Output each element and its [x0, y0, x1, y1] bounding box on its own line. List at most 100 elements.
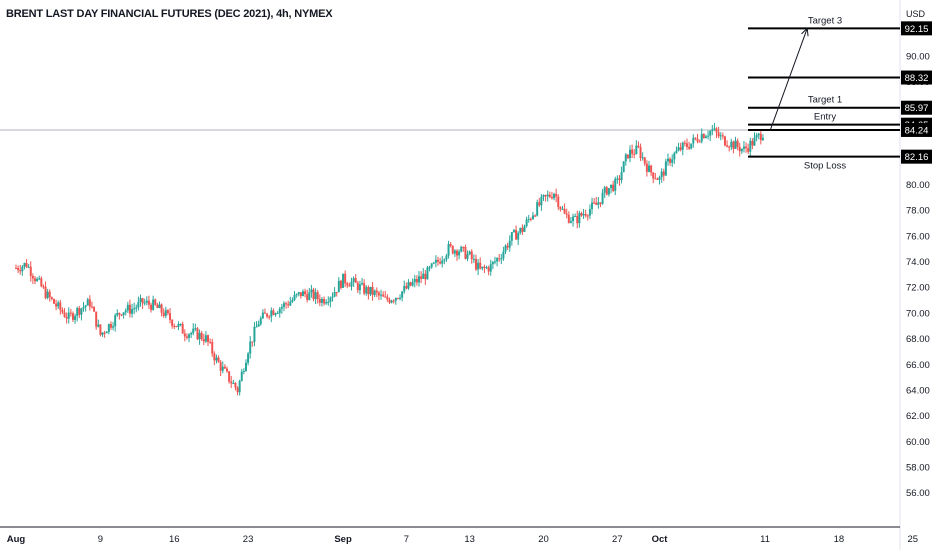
- candle-body: [164, 310, 167, 316]
- candle-body: [55, 303, 58, 307]
- candle-body: [84, 305, 87, 307]
- candle-body: [133, 308, 136, 310]
- candle-body: [441, 260, 444, 264]
- candle-body: [544, 195, 547, 197]
- level-price-tag: [901, 70, 932, 85]
- candle-body: [527, 218, 530, 220]
- candle-body: [88, 299, 91, 307]
- x-tick-label: 9: [98, 534, 103, 545]
- candle-body: [198, 332, 201, 340]
- candle-body: [487, 267, 490, 272]
- candle-body: [185, 336, 188, 338]
- candle-body: [493, 261, 496, 263]
- candle-body: [361, 283, 364, 285]
- candle-body: [474, 258, 477, 270]
- candle-body: [211, 341, 214, 354]
- candle-body: [367, 287, 370, 295]
- candle-body: [723, 136, 726, 146]
- candle-body: [310, 289, 313, 293]
- candle-body: [498, 258, 501, 260]
- candle-body: [732, 141, 735, 149]
- candle-body: [352, 278, 355, 282]
- candle-body: [154, 299, 157, 305]
- candle-body: [38, 278, 41, 280]
- candle-body: [188, 334, 191, 338]
- candle-body: [445, 255, 448, 260]
- candle-body: [95, 311, 98, 327]
- candle-body: [458, 251, 461, 256]
- candle-body: [17, 268, 20, 271]
- y-tick-label: 64.00: [906, 385, 930, 396]
- candle-body: [565, 213, 568, 215]
- candle-body: [669, 158, 672, 163]
- candle-body: [175, 326, 178, 328]
- candle-body: [377, 292, 380, 296]
- level-price-tag: [901, 100, 932, 115]
- candle-body: [297, 292, 300, 295]
- candle-body: [601, 192, 604, 204]
- candle-body: [407, 282, 410, 289]
- candle-body: [713, 128, 716, 130]
- candle-body: [626, 154, 629, 159]
- candle-body: [15, 267, 17, 269]
- candle-body: [282, 303, 285, 307]
- candle-body: [76, 308, 79, 316]
- candle-body: [595, 202, 598, 205]
- candle-body: [675, 150, 678, 154]
- target-arrow-line: [769, 28, 808, 131]
- candle-body: [320, 298, 323, 303]
- candle-body: [645, 163, 648, 172]
- candle-body: [730, 141, 733, 148]
- candle-body: [90, 306, 93, 308]
- candle-body: [491, 261, 494, 265]
- candle-body: [603, 187, 606, 193]
- candle-body: [546, 194, 549, 197]
- candle-body: [335, 291, 338, 293]
- candle-body: [434, 259, 437, 263]
- y-tick-label: 76.00: [906, 231, 930, 242]
- candle-body: [74, 315, 77, 320]
- candle-body: [166, 310, 169, 314]
- candle-body: [643, 157, 646, 164]
- candle-body: [40, 278, 43, 287]
- candle-body: [430, 263, 433, 268]
- candle-body: [736, 140, 739, 147]
- candle-body: [105, 331, 108, 334]
- candle-body: [671, 159, 674, 163]
- candle-body: [312, 289, 315, 300]
- candle-body: [569, 221, 572, 223]
- candle-body: [536, 202, 539, 216]
- candle-body: [470, 251, 473, 260]
- candle-body: [380, 294, 383, 296]
- candle-body: [586, 215, 589, 217]
- candle-body: [559, 207, 562, 209]
- candle-body: [226, 368, 228, 372]
- candle-body: [29, 266, 32, 276]
- candle-body: [455, 250, 458, 256]
- candle-body: [190, 333, 193, 335]
- candle-body: [158, 304, 161, 308]
- candle-body: [510, 232, 513, 241]
- candle-body: [698, 141, 701, 143]
- level-price-label: 82.16: [905, 152, 929, 163]
- candle-body: [150, 304, 153, 310]
- candle-body: [217, 357, 220, 363]
- candle-body: [641, 157, 644, 159]
- candle-body: [692, 137, 695, 144]
- candle-body: [466, 254, 469, 259]
- x-tick-label: 16: [169, 534, 180, 545]
- candle-body: [683, 142, 686, 144]
- candle-body: [204, 335, 207, 342]
- candle-body: [304, 291, 307, 295]
- candle-body: [464, 247, 467, 259]
- candle-body: [177, 323, 180, 327]
- candle-body: [496, 258, 499, 262]
- candle-body: [738, 146, 741, 152]
- candle-body: [515, 230, 518, 240]
- candle-body: [259, 318, 262, 325]
- candle-body: [213, 353, 216, 361]
- candle-body: [299, 292, 302, 297]
- candle-body: [757, 133, 760, 136]
- candle-body: [59, 302, 62, 310]
